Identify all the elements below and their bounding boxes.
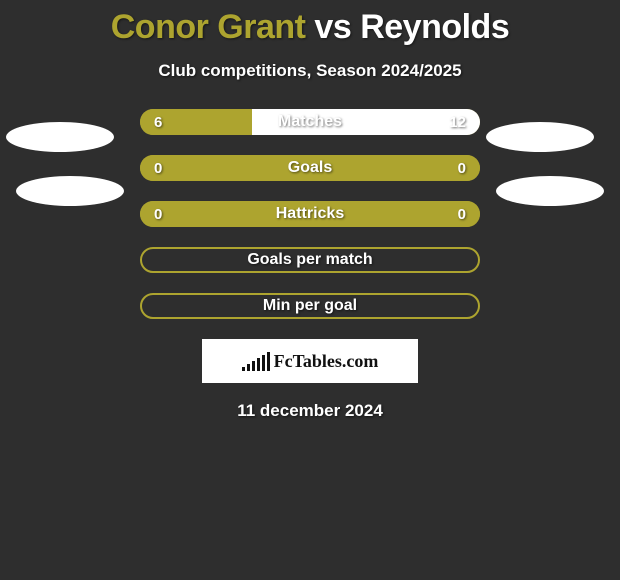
stat-label: Goals per match [142, 249, 478, 271]
brand-logo-icon [242, 351, 270, 371]
stat-value-left: 0 [140, 155, 176, 181]
stat-row: Hattricks0 0 [140, 201, 480, 227]
stat-value-right: 0 [444, 201, 480, 227]
stat-rows: Matches612Goals00Hattricks00Goals per ma… [140, 109, 480, 319]
vs-text: vs [314, 8, 351, 46]
subtitle: Club competitions, Season 2024/2025 [0, 61, 620, 81]
player-right-name: Reynolds [360, 8, 509, 46]
stat-value-right: 12 [435, 109, 480, 135]
stat-label: Goals [140, 155, 480, 181]
stat-value-right: 0 [444, 155, 480, 181]
stat-value-left: 6 [140, 109, 176, 135]
stat-row: Goals per match [140, 247, 480, 273]
stat-row: Matches6 12 [140, 109, 480, 135]
stat-label: Min per goal [142, 295, 478, 317]
decoration-ellipse [6, 122, 114, 152]
stat-row: Min per goal [140, 293, 480, 319]
comparison-title: Conor Grant vs Reynolds [0, 0, 620, 47]
brand-box: FcTables.com [202, 339, 418, 383]
stat-row: Goals0 0 [140, 155, 480, 181]
stat-label: Matches [140, 109, 480, 135]
decoration-ellipse [486, 122, 594, 152]
brand-text: FcTables.com [274, 351, 379, 372]
stat-value-left: 0 [140, 201, 176, 227]
decoration-ellipse [16, 176, 124, 206]
player-left-name: Conor Grant [111, 8, 306, 46]
stat-label: Hattricks [140, 201, 480, 227]
decoration-ellipse [496, 176, 604, 206]
snapshot-date: 11 december 2024 [0, 401, 620, 421]
